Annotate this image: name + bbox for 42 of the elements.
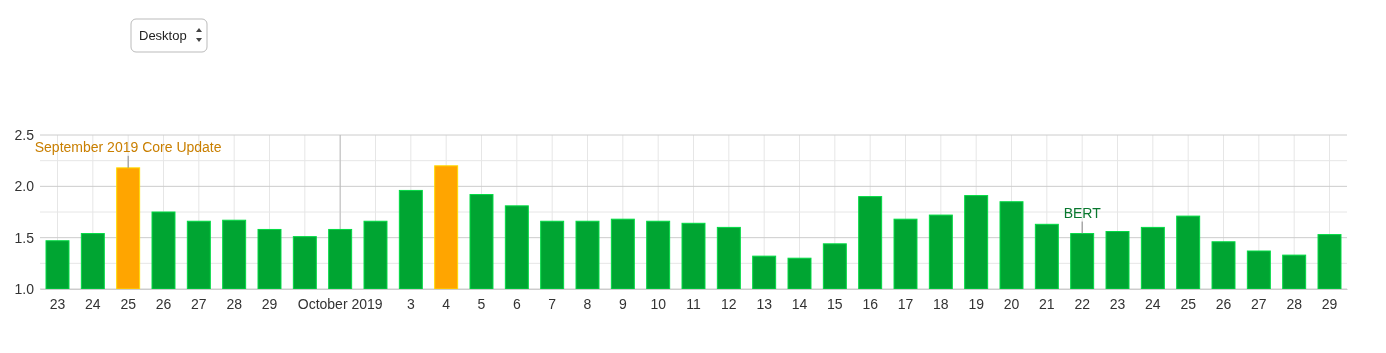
- x-tick-label: 11: [686, 295, 701, 312]
- x-tick-label: 10: [650, 295, 667, 312]
- x-tick-label: 16: [862, 295, 879, 312]
- x-tick-label: 13: [756, 295, 773, 312]
- x-tick-label: 23: [1109, 295, 1126, 312]
- x-tick-label: 26: [155, 295, 172, 312]
- annotation: BERT: [1063, 204, 1102, 221]
- y-tick-label: 1.0: [14, 280, 35, 297]
- x-tick-label: 3: [406, 295, 415, 312]
- annotation: September 2019 Core Update: [34, 138, 222, 155]
- x-tick-label: 27: [1251, 295, 1267, 312]
- x-tick-label: 22: [1074, 295, 1091, 312]
- x-tick-label: 29: [261, 295, 278, 312]
- x-tick-label: 9: [618, 295, 627, 312]
- x-tick-label: 29: [1321, 295, 1338, 312]
- x-tick-label: 28: [226, 295, 243, 312]
- x-tick-label: 25: [1180, 295, 1197, 312]
- x-tick-label: 8: [583, 295, 592, 312]
- y-tick-label: 1.5: [14, 229, 35, 246]
- x-tick-label: 4: [442, 295, 451, 312]
- x-tick-label: 12: [721, 295, 737, 312]
- x-tick-label: 24: [1145, 295, 1161, 312]
- x-tick-label: 19: [968, 295, 985, 312]
- x-tick-label: 17: [897, 295, 914, 312]
- x-tick-label: 23: [49, 295, 66, 312]
- x-tick-label: 14: [791, 295, 808, 312]
- x-tick-label: 5: [477, 295, 486, 312]
- x-tick-label: October 2019: [297, 295, 383, 312]
- x-tick-label: 25: [120, 295, 137, 312]
- x-tick-label: 27: [191, 295, 207, 312]
- x-tick-label: 24: [85, 295, 101, 312]
- dropdown-select: Desktop: [130, 18, 208, 53]
- x-tick-label: 6: [512, 295, 521, 312]
- y-tick-label: 2.0: [14, 178, 35, 195]
- x-tick-label: 7: [548, 295, 557, 312]
- x-tick-label: 28: [1286, 295, 1303, 312]
- y-tick-label: 2.5: [14, 126, 35, 143]
- x-tick-label: 26: [1215, 295, 1232, 312]
- x-tick-label: 21: [1039, 295, 1055, 312]
- x-tick-label: 18: [933, 295, 949, 312]
- x-tick-label: 15: [827, 295, 843, 312]
- x-tick-label: 20: [1003, 295, 1020, 312]
